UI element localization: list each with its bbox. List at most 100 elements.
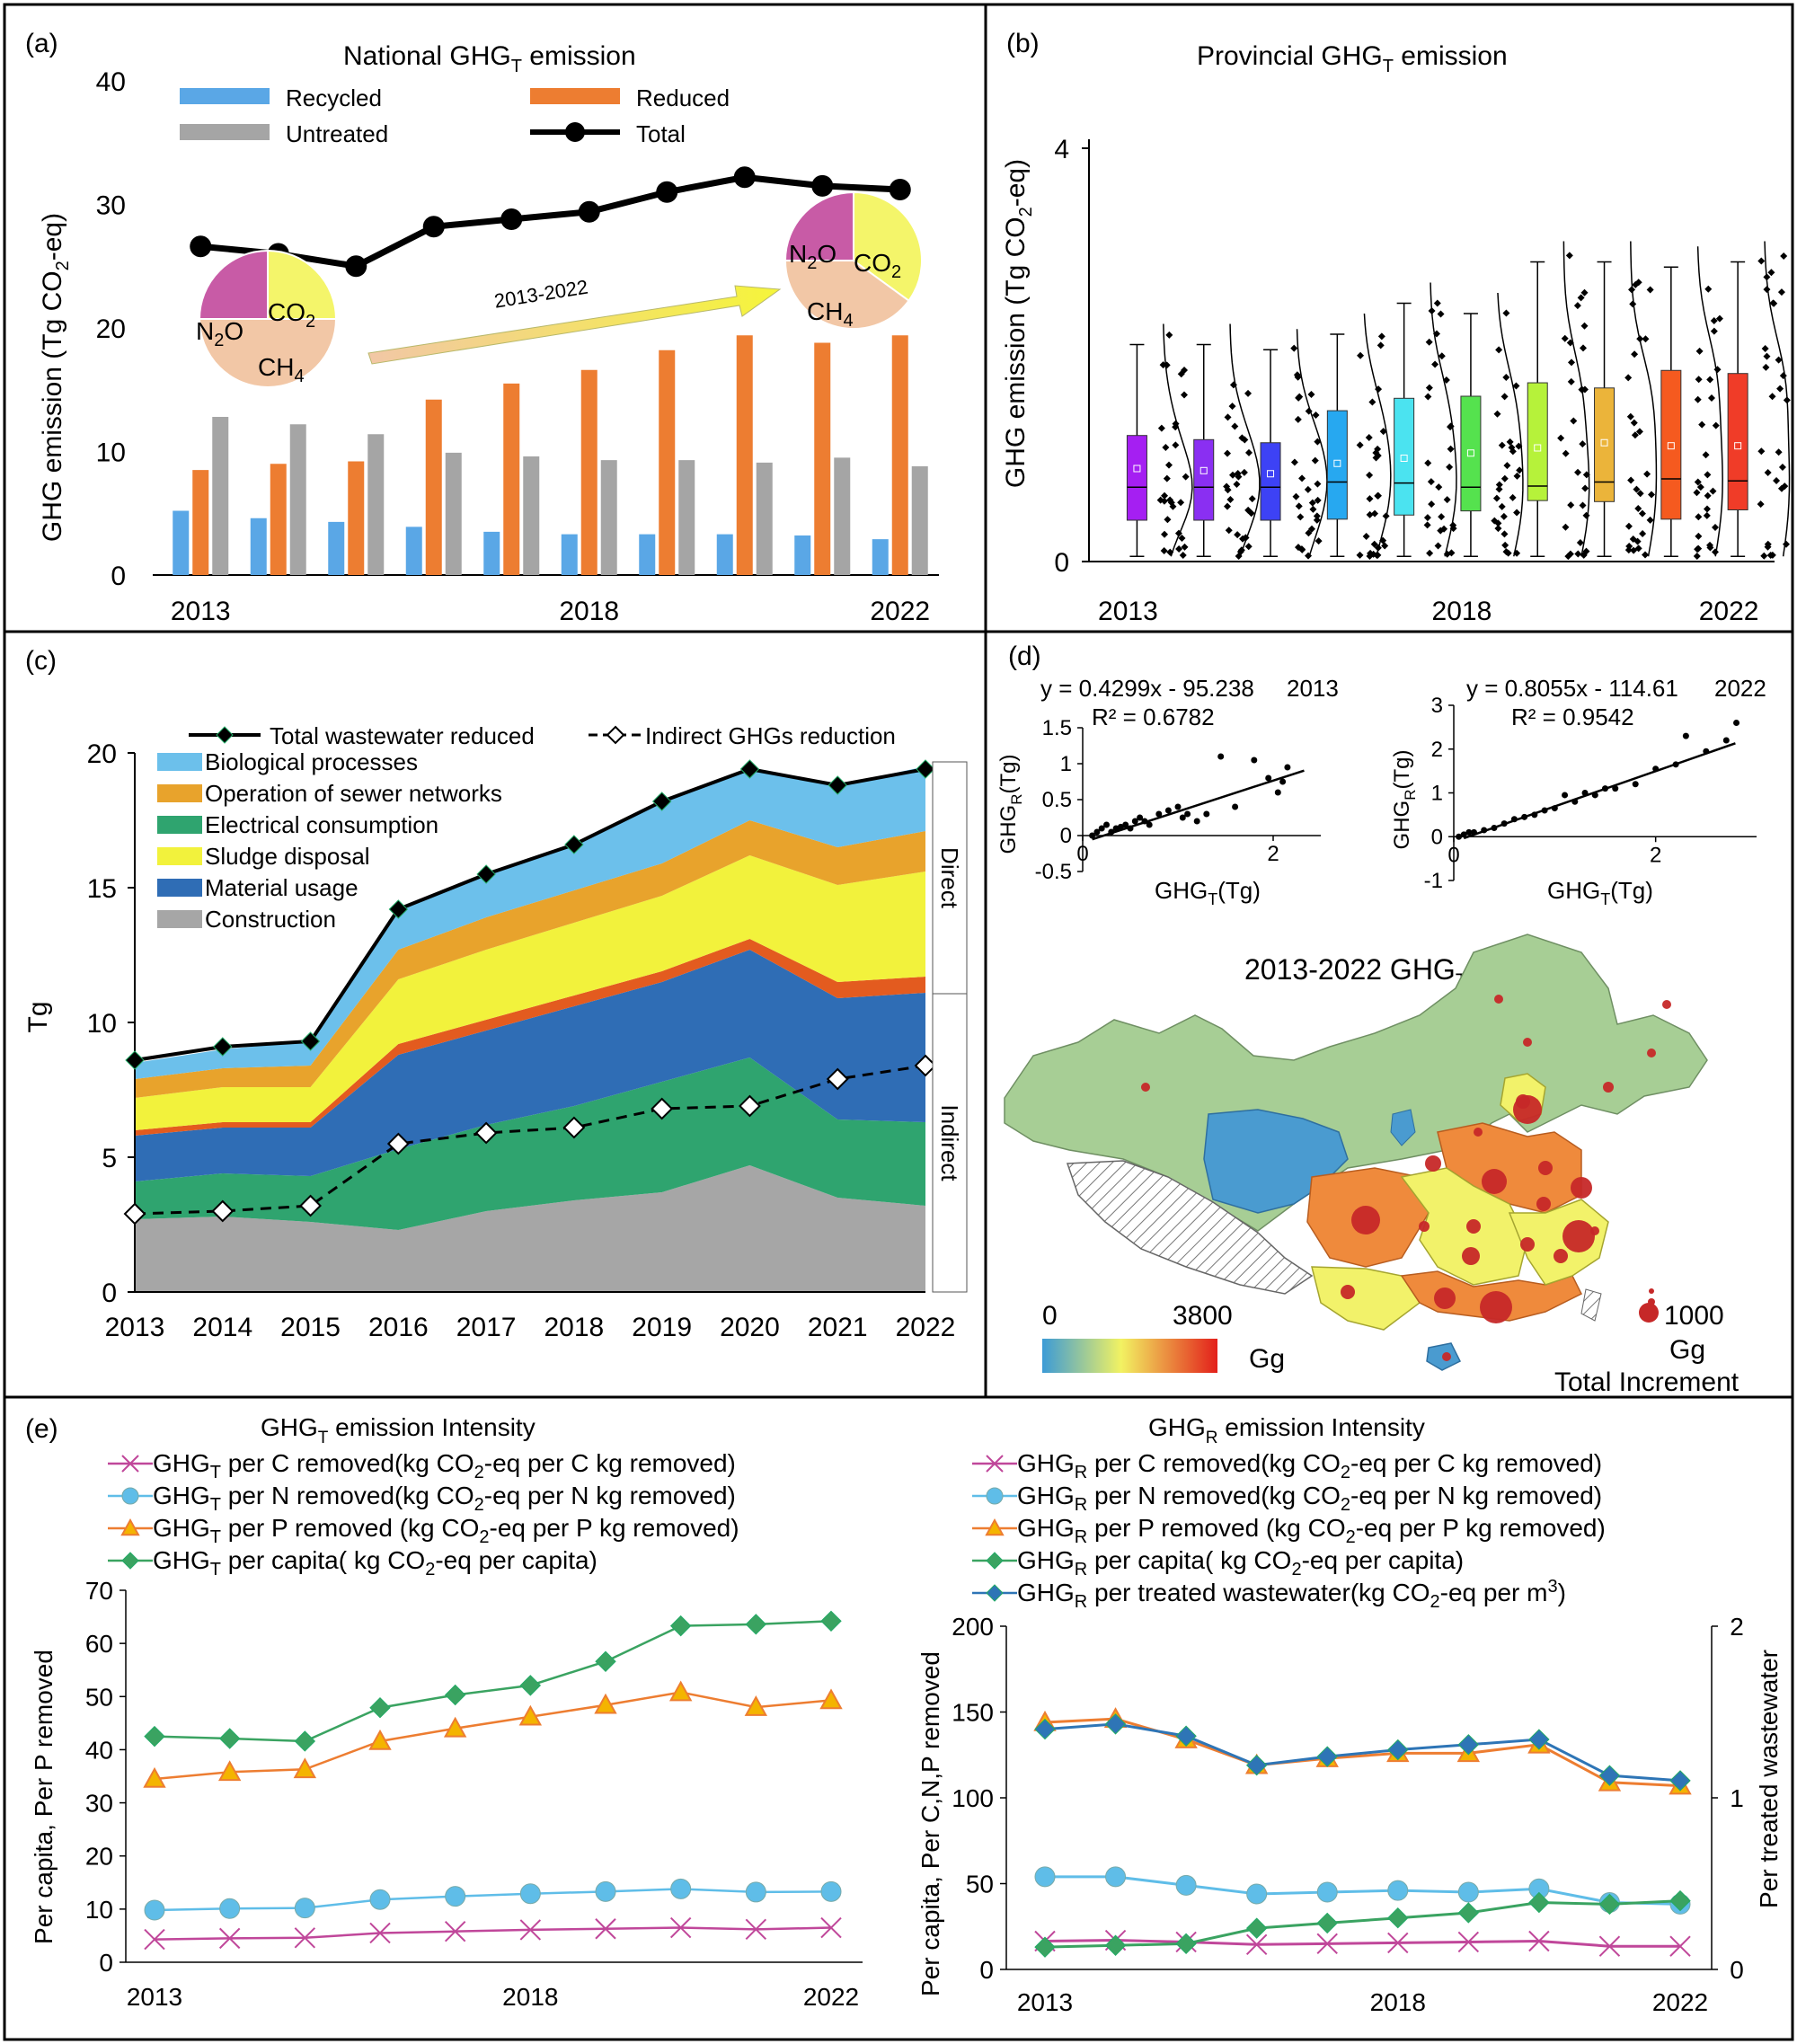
box-point-2018 [1509,493,1517,501]
panel-c-ytick-label: 0 [102,1279,117,1308]
total-point-2021 [811,174,834,197]
box-point-2022 [1763,352,1771,360]
box-point-2022 [1779,372,1787,380]
map-bubble [1434,1287,1456,1309]
box-point-2015 [1290,344,1298,352]
area-operation-of-sewer-networks [135,820,925,1098]
box-point-2018 [1500,512,1508,520]
panel-e-left-series-line [154,1926,832,1941]
panel-e-left-point [669,1916,692,1939]
panel-e-right-ytick-label: 100 [952,1784,994,1812]
bar-reduced-2022 [891,335,908,575]
box-point-2020 [1633,485,1641,493]
box-point-2018 [1503,462,1511,470]
box-point-2019 [1573,302,1581,310]
box-point-2017 [1438,513,1446,521]
point-indirect-2020 [739,1094,761,1118]
panel-e-left-point [745,1918,767,1941]
panel-b-chart: Provincial GHGT emission GHG emission (T… [1001,41,1791,626]
box-point-2015 [1295,394,1303,402]
scatter-2013-xlabel: GHGT(Tg) [1155,877,1261,908]
box-point-2022 [1757,257,1766,265]
box-point-2013 [1178,534,1186,542]
scatter-ytick-label: 1 [1431,782,1443,806]
box-point-2013 [1172,423,1180,431]
panel-e-right-point-b [1457,1931,1480,1953]
box-point-2022 [1781,482,1789,491]
box-point-2016 [1375,385,1383,394]
box-point-2019 [1565,252,1573,260]
scatter-2022-year: 2022 [1714,675,1766,702]
bar-reduced-2013 [192,470,209,575]
box-point-2017 [1446,463,1454,471]
box-point-2021 [1693,489,1701,497]
legend-label-right: GHGR per N removed(kg CO2-eq per N kg re… [1017,1482,1602,1515]
panel-c-legend: Total wastewater reduced Indirect GHGs re… [157,722,896,933]
panel-e-left-point [218,1927,241,1950]
panel-e-left-point-b [820,1916,842,1939]
direct-label: Direct [936,847,963,909]
box-point-2021 [1706,544,1714,552]
box-point-2013 [1162,443,1170,451]
total-line [199,173,900,270]
panel-c-xtick-label: 2014 [192,1313,252,1342]
scatter-point [1203,810,1210,818]
panel-e-left-point [444,1920,466,1942]
legend-marker-indirect [606,725,625,745]
box-point-2016 [1374,544,1382,552]
panel-e-right-point [1175,1874,1197,1896]
panel-b-xtick-label: 2022 [1699,597,1759,626]
box-point-2017 [1440,525,1448,533]
panel-e-left-point [820,1916,842,1939]
box-point-2015 [1290,458,1298,466]
box-point-2020 [1634,505,1642,513]
map-title: 2013-2022 GHGT [1244,953,1467,992]
box-point-2017 [1443,496,1451,504]
box-density-2018 [1497,292,1524,557]
legend-marker-left [121,1455,139,1473]
point-indirect-2017 [474,1121,498,1145]
scatter-ytick-label: 1 [1060,752,1072,776]
box-point-2013 [1179,551,1187,559]
point-indirect-2016 [386,1132,410,1155]
bar-recycled-2022 [872,539,889,575]
panel-e-left-point [518,1704,543,1726]
panel-b-xtick-label: 2013 [1098,597,1158,626]
panel-e-right-point [1528,1891,1550,1914]
pie-2022-label-ch4: CH4 [807,297,854,331]
bubble-legend-value: 1000 [1664,1301,1724,1331]
box-point-2015 [1314,438,1322,446]
box-point-2021 [1703,505,1711,513]
box-point-2018 [1492,494,1500,502]
panel-e-left-point [218,1728,241,1749]
bar-untreated-2013 [212,417,229,575]
box-point-2019 [1577,294,1585,302]
panel-e-left-point [668,1680,693,1702]
panel-e-right-point [1598,1893,1621,1916]
box-point-2014 [1244,389,1253,397]
bubble-legend-mid [1648,1298,1655,1305]
panel-a-ytick-label: 20 [96,314,126,344]
box-point-2016 [1366,471,1374,479]
panel-e-right-series-line [1045,1875,1681,1906]
scatter-ytick-label: 0 [1060,824,1072,848]
box-point-2017 [1423,521,1431,529]
box-point-2018 [1494,525,1502,533]
box-point-2015 [1294,415,1302,423]
legend-label-recycled: Recycled [286,84,382,111]
scatter-point [1733,720,1740,726]
legend-marker-left [121,1487,139,1505]
map-region-yunnan [1311,1266,1421,1331]
box-2014 [1193,438,1215,521]
box-point-2016 [1382,512,1390,520]
panel-e-left-title: GHGT emission Intensity [261,1413,536,1447]
panel-e-right-point [1104,1713,1127,1735]
box-point-2020 [1646,286,1654,294]
panel-a-ytick-label: 0 [111,562,126,591]
panel-e-chart: GHGT emission Intensity GHGR emission In… [30,1413,1783,2016]
bar-reduced-2015 [348,461,365,575]
box-point-2015 [1312,411,1320,420]
panel-e-left-ytick-label: 50 [85,1683,113,1711]
scatter-ytick-label: -0.5 [1035,860,1072,884]
